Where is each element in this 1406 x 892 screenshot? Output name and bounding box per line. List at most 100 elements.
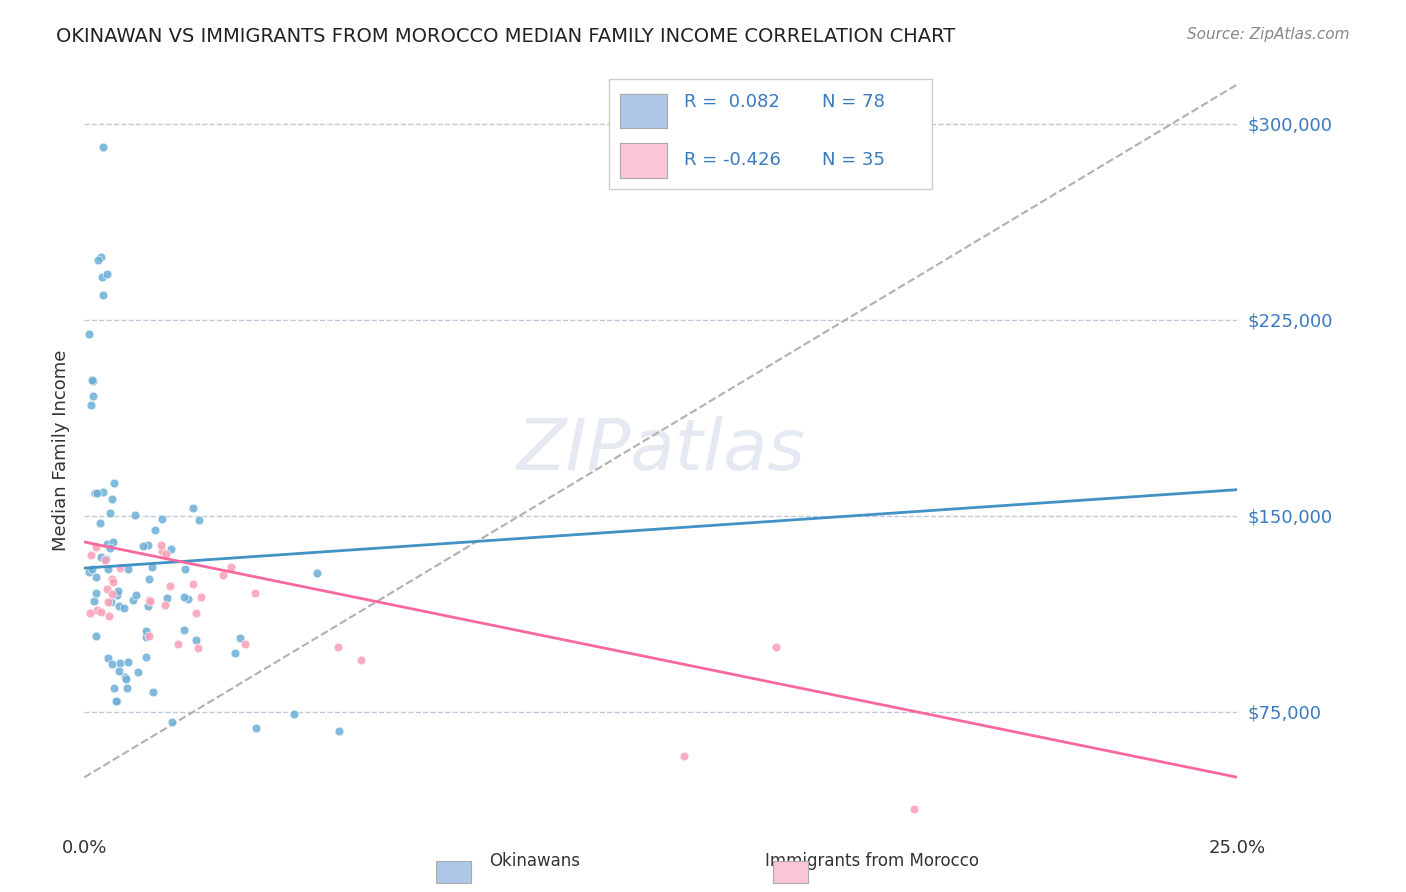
Point [156,591,179,605]
Point [86,630,108,644]
Y-axis label: Median Family Income: Median Family Income [52,350,70,551]
Point [103,681,125,695]
Point [155,547,177,561]
Point [176,592,198,607]
Point [87,253,110,268]
Point [101,586,124,600]
Point [83,486,105,500]
Point [184,633,207,648]
Point [150,544,173,558]
Point [91,485,114,500]
Point [90,269,112,284]
Point [326,640,349,654]
Point [79,398,101,412]
Point [96,582,118,597]
Point [97,650,120,665]
Point [187,640,209,655]
Point [91,287,114,301]
Point [138,629,160,643]
Point [765,640,787,654]
Point [117,561,139,575]
Point [150,512,173,526]
Point [89,516,111,530]
Point [96,267,118,281]
Point [82,389,104,403]
Point [127,665,149,680]
Point [307,566,329,581]
Point [283,707,305,722]
Point [173,590,195,604]
Point [672,749,695,764]
Point [97,609,120,624]
Point [150,538,173,552]
Point [105,588,128,602]
Point [181,577,204,591]
Point [98,506,121,520]
Point [101,657,124,672]
Point [110,657,132,671]
Point [79,548,101,562]
Point [90,605,112,619]
Point [90,550,112,565]
Point [211,568,233,582]
Point [101,491,124,506]
Point [84,540,107,554]
Point [229,632,252,646]
FancyBboxPatch shape [620,144,666,178]
Text: N = 78: N = 78 [823,93,886,111]
Point [350,652,373,666]
Point [142,685,165,699]
Point [135,624,157,638]
Point [155,599,177,613]
Point [138,572,160,586]
Point [124,508,146,522]
Point [138,593,160,607]
Point [190,590,212,604]
Point [94,553,117,567]
Text: Immigrants from Morocco: Immigrants from Morocco [765,852,979,870]
Point [115,681,138,695]
Point [82,374,104,388]
Point [136,599,159,614]
Point [101,572,124,586]
Point [117,655,139,669]
Text: Source: ZipAtlas.com: Source: ZipAtlas.com [1187,27,1350,42]
Point [96,537,118,551]
Point [108,561,131,575]
Text: ZIPatlas: ZIPatlas [516,416,806,485]
Point [108,599,131,613]
Point [136,538,159,552]
Point [160,714,183,729]
Text: R =  0.082: R = 0.082 [683,93,780,111]
Point [91,140,114,154]
Point [107,584,129,599]
Point [90,251,112,265]
Point [98,541,121,555]
Point [105,694,128,708]
Point [104,694,127,708]
Point [159,579,181,593]
Text: Okinawans: Okinawans [489,852,579,870]
Point [108,664,131,678]
Point [83,593,105,607]
Point [86,603,108,617]
Point [125,588,148,602]
Point [184,606,207,620]
Point [135,649,157,664]
Point [173,623,195,637]
Point [135,630,157,644]
FancyBboxPatch shape [620,95,666,128]
Point [224,647,246,661]
Text: OKINAWAN VS IMMIGRANTS FROM MOROCCO MEDIAN FAMILY INCOME CORRELATION CHART: OKINAWAN VS IMMIGRANTS FROM MOROCCO MEDI… [56,27,956,45]
Point [221,560,243,574]
Point [112,600,135,615]
Point [143,523,166,537]
Point [103,535,125,549]
Point [181,500,204,515]
Point [103,475,125,490]
Text: N = 35: N = 35 [823,151,886,169]
Point [94,551,117,566]
Point [114,669,136,683]
Point [103,575,125,590]
Point [132,540,155,554]
